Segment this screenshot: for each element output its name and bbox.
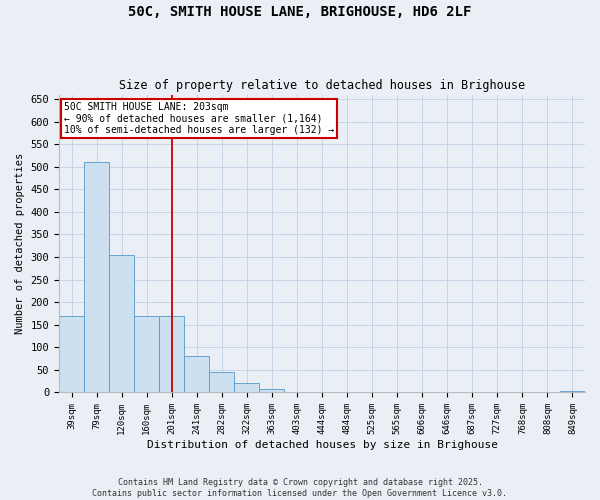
Bar — [259, 390, 284, 392]
Bar — [159, 316, 184, 392]
Y-axis label: Number of detached properties: Number of detached properties — [15, 153, 25, 334]
Bar — [209, 372, 235, 392]
Bar — [235, 384, 259, 392]
Bar — [84, 162, 109, 392]
Text: 50C, SMITH HOUSE LANE, BRIGHOUSE, HD6 2LF: 50C, SMITH HOUSE LANE, BRIGHOUSE, HD6 2L… — [128, 5, 472, 19]
Text: Contains HM Land Registry data © Crown copyright and database right 2025.
Contai: Contains HM Land Registry data © Crown c… — [92, 478, 508, 498]
Bar — [184, 356, 209, 392]
Bar — [134, 316, 159, 392]
Text: 50C SMITH HOUSE LANE: 203sqm
← 90% of detached houses are smaller (1,164)
10% of: 50C SMITH HOUSE LANE: 203sqm ← 90% of de… — [64, 102, 335, 135]
X-axis label: Distribution of detached houses by size in Brighouse: Distribution of detached houses by size … — [146, 440, 497, 450]
Bar — [560, 391, 585, 392]
Bar — [109, 255, 134, 392]
Title: Size of property relative to detached houses in Brighouse: Size of property relative to detached ho… — [119, 79, 525, 92]
Bar — [59, 316, 84, 392]
